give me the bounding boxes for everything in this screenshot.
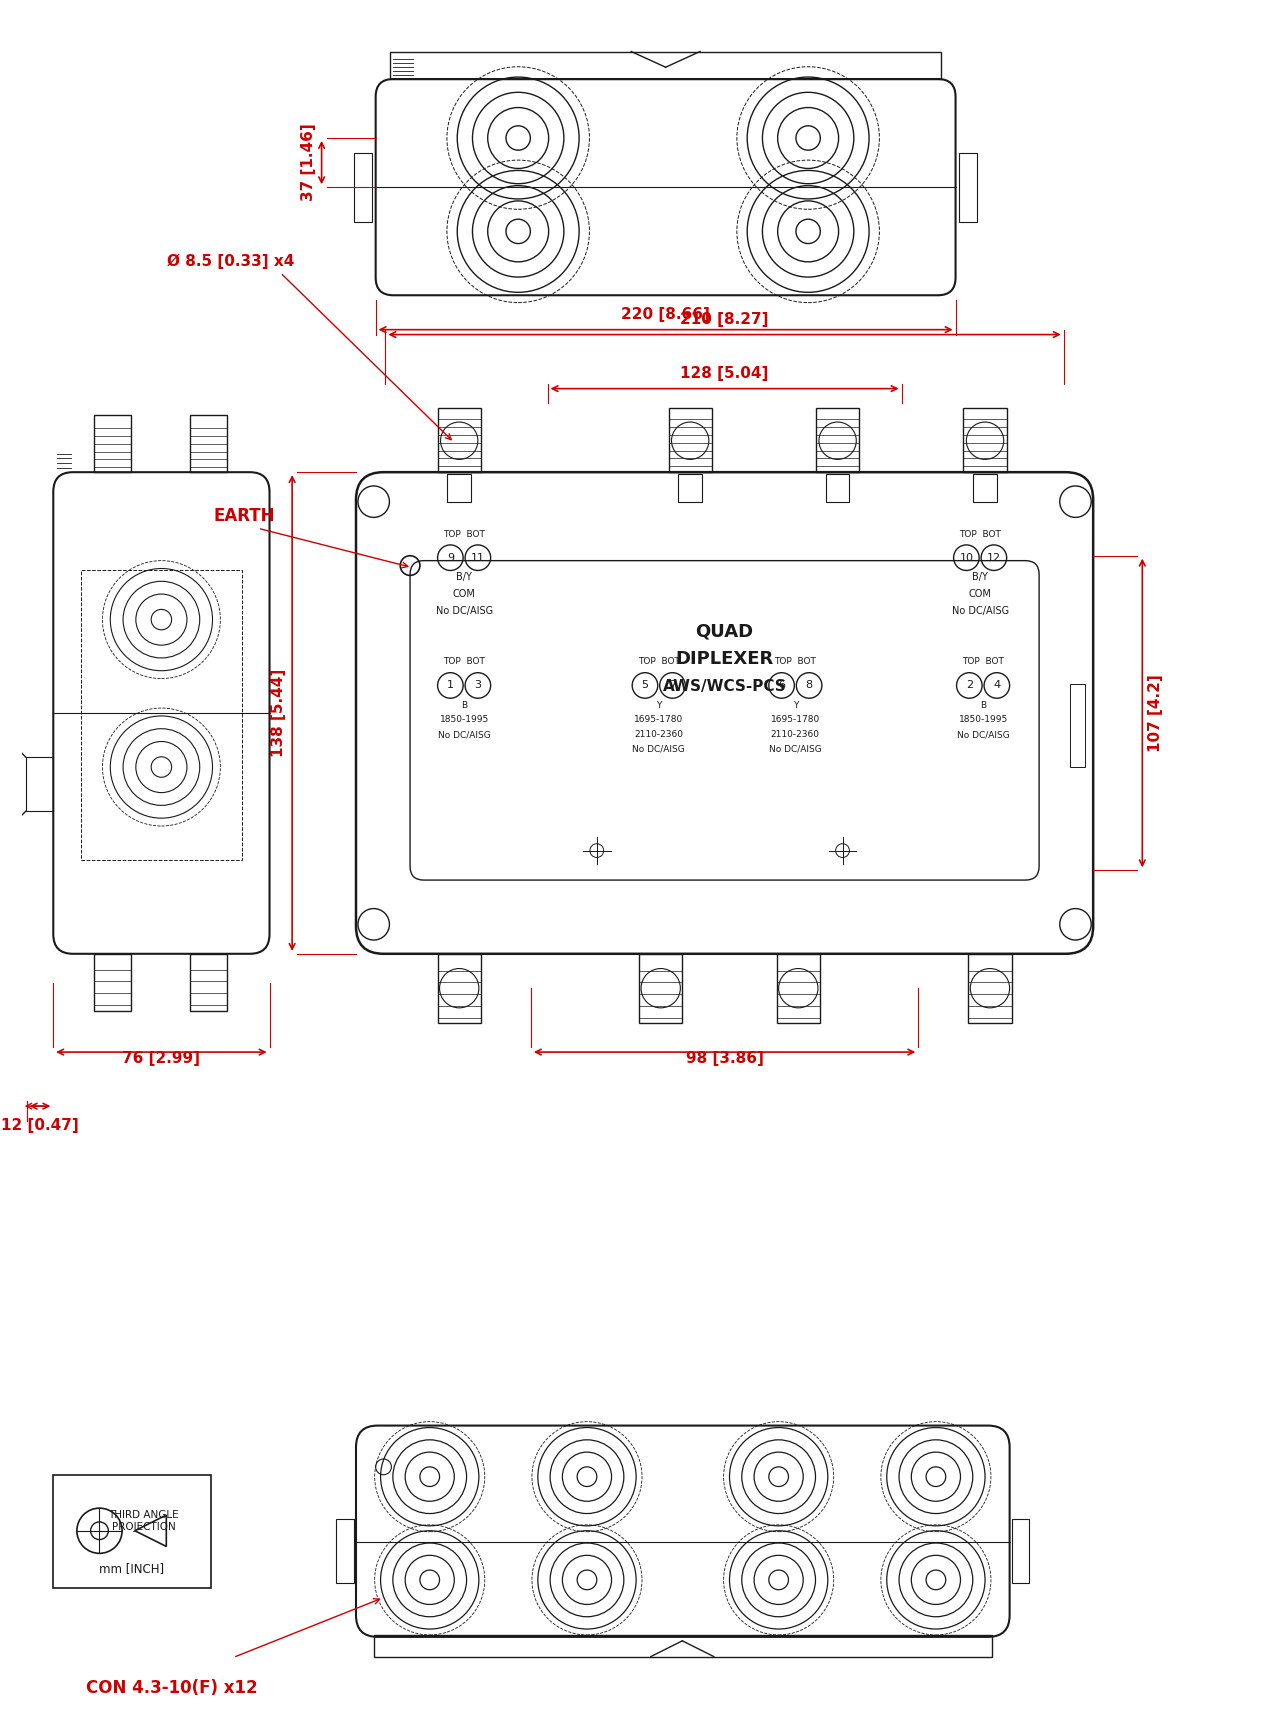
- Text: 3: 3: [474, 681, 482, 690]
- Text: 2: 2: [965, 681, 973, 690]
- Bar: [437, 408, 481, 472]
- Bar: [354, 153, 372, 221]
- Text: mm [INCH]: mm [INCH]: [99, 1562, 164, 1575]
- Bar: [337, 1519, 354, 1582]
- Bar: [374, 1635, 992, 1656]
- Bar: [776, 954, 820, 1023]
- Text: 7: 7: [669, 681, 676, 690]
- Text: 1695-1780: 1695-1780: [770, 716, 820, 724]
- Text: TOP  BOT: TOP BOT: [774, 657, 816, 666]
- Text: 12: 12: [987, 553, 1001, 563]
- Text: EARTH: EARTH: [213, 508, 275, 525]
- Bar: [1011, 1519, 1029, 1582]
- Text: TOP  BOT: TOP BOT: [638, 657, 680, 666]
- Text: No DC/AISG: No DC/AISG: [632, 745, 685, 753]
- Text: QUAD: QUAD: [696, 623, 754, 640]
- Text: 10: 10: [959, 553, 973, 563]
- Text: 37 [1.46]: 37 [1.46]: [301, 124, 316, 201]
- Text: No DC/AISG: No DC/AISG: [437, 729, 491, 740]
- Bar: [960, 153, 977, 221]
- Bar: [448, 474, 470, 501]
- Text: 1695-1780: 1695-1780: [634, 716, 683, 724]
- Text: No DC/AISG: No DC/AISG: [956, 729, 1010, 740]
- Text: Y: Y: [793, 700, 798, 710]
- Text: Ø 8.5 [0.33] x4: Ø 8.5 [0.33] x4: [167, 254, 295, 268]
- Text: 1850-1995: 1850-1995: [440, 716, 488, 724]
- Bar: [54, 1474, 210, 1587]
- Bar: [437, 954, 481, 1023]
- Text: Y: Y: [657, 700, 662, 710]
- Text: B: B: [462, 700, 467, 710]
- Bar: [390, 51, 941, 79]
- Bar: [968, 954, 1011, 1023]
- Text: 6: 6: [778, 681, 785, 690]
- Text: No DC/AISG: No DC/AISG: [436, 606, 492, 616]
- Bar: [668, 408, 711, 472]
- Text: 5: 5: [641, 681, 649, 690]
- Text: 1: 1: [446, 681, 454, 690]
- Text: No DC/AISG: No DC/AISG: [951, 606, 1009, 616]
- Bar: [190, 954, 227, 1011]
- Bar: [190, 415, 227, 472]
- Text: TOP  BOT: TOP BOT: [963, 657, 1003, 666]
- Bar: [26, 757, 54, 812]
- Text: COM: COM: [969, 589, 992, 599]
- Text: 12 [0.47]: 12 [0.47]: [1, 1117, 78, 1133]
- Text: B: B: [980, 700, 986, 710]
- Bar: [80, 570, 242, 860]
- Text: 11: 11: [470, 553, 484, 563]
- Text: TOP  BOT: TOP BOT: [444, 657, 484, 666]
- Text: 210 [8.27]: 210 [8.27]: [681, 312, 769, 326]
- Text: 8: 8: [806, 681, 812, 690]
- Text: TOP  BOT: TOP BOT: [959, 530, 1001, 539]
- Text: 4: 4: [993, 681, 1001, 690]
- Bar: [93, 954, 131, 1011]
- Text: B/Y: B/Y: [973, 573, 988, 582]
- Text: 2110-2360: 2110-2360: [634, 729, 683, 740]
- Text: CON 4.3-10(F) x12: CON 4.3-10(F) x12: [85, 1680, 258, 1697]
- Text: 98 [3.86]: 98 [3.86]: [686, 1050, 764, 1066]
- Text: AWS/WCS-PCS: AWS/WCS-PCS: [663, 680, 787, 693]
- Text: DIPLEXER: DIPLEXER: [676, 650, 774, 668]
- Text: TOP  BOT: TOP BOT: [444, 530, 484, 539]
- Bar: [964, 408, 1007, 472]
- Text: 128 [5.04]: 128 [5.04]: [681, 366, 769, 381]
- Text: 9: 9: [446, 553, 454, 563]
- Text: COM: COM: [453, 589, 476, 599]
- Bar: [1070, 683, 1085, 767]
- Text: THIRD ANGLE
PROJECTION: THIRD ANGLE PROJECTION: [108, 1510, 179, 1532]
- Text: 220 [8.66]: 220 [8.66]: [621, 307, 710, 323]
- Bar: [826, 474, 849, 501]
- Bar: [678, 474, 703, 501]
- Bar: [639, 954, 682, 1023]
- Text: 138 [5.44]: 138 [5.44]: [272, 669, 286, 757]
- Bar: [973, 474, 997, 501]
- Text: B/Y: B/Y: [456, 573, 472, 582]
- Text: 76 [2.99]: 76 [2.99]: [122, 1050, 200, 1066]
- Text: 2110-2360: 2110-2360: [771, 729, 820, 740]
- Bar: [93, 415, 131, 472]
- Bar: [816, 408, 859, 472]
- Text: 1850-1995: 1850-1995: [959, 716, 1007, 724]
- Text: No DC/AISG: No DC/AISG: [769, 745, 821, 753]
- Text: 107 [4.2]: 107 [4.2]: [1149, 674, 1163, 752]
